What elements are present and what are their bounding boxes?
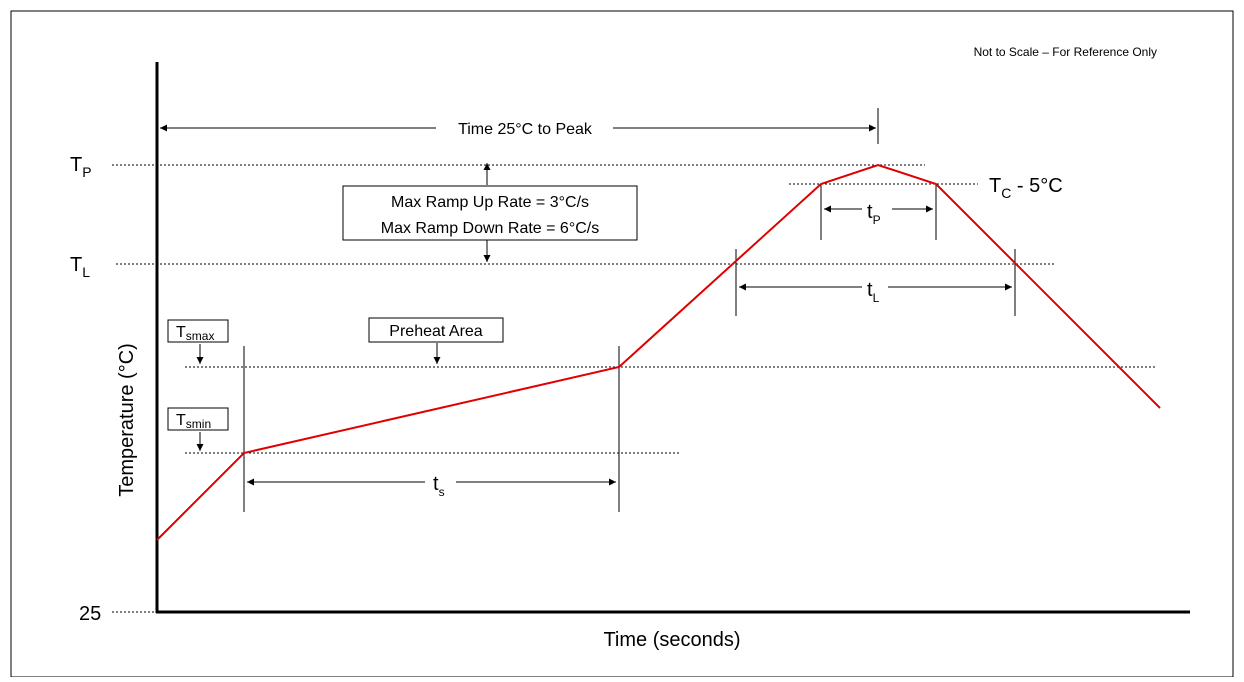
- reflow-profile-curve: [156, 163, 1161, 541]
- tp-dur-label: tP: [867, 201, 881, 227]
- tc-level-main: T: [989, 175, 1001, 197]
- ts-label: ts: [433, 473, 445, 499]
- tc-level-sub: C: [1001, 185, 1011, 201]
- tp-dur-sub: P: [873, 213, 881, 227]
- tc-level-suffix: - 5°C: [1011, 175, 1062, 197]
- tsmin-label: Tsmin: [176, 412, 211, 431]
- tp-dur-main: t: [867, 201, 873, 223]
- tp-level-label: TP: [70, 154, 92, 180]
- ts-label-main: t: [433, 473, 439, 495]
- y-axis-title: Temperature (°C): [116, 343, 138, 497]
- tsmax-sub: smax: [186, 329, 215, 343]
- tp-level-sub: P: [82, 164, 91, 180]
- tl-dur-label: tL: [867, 279, 880, 305]
- tl-level-sub: L: [82, 264, 90, 280]
- tl-level-main: T: [70, 254, 82, 276]
- time-to-peak-label: Time 25°C to Peak: [458, 121, 593, 138]
- preheat-area-label: Preheat Area: [389, 323, 483, 340]
- outer-frame: [10, 10, 1234, 678]
- tp-level-main: T: [70, 154, 82, 176]
- tl-dur-sub: L: [873, 291, 880, 305]
- tsmin-box: [167, 407, 229, 431]
- ts-label-sub: s: [439, 485, 445, 499]
- ramp-up-label: Max Ramp Up Rate = 3°C/s: [391, 194, 589, 211]
- ramp-down-label: Max Ramp Down Rate = 6°C/s: [381, 220, 599, 237]
- x-axis-title: Time (seconds): [603, 629, 740, 651]
- tsmax-box: [167, 319, 229, 343]
- preheat-area-box: [368, 317, 504, 343]
- tl-level-label: TL: [70, 254, 90, 280]
- tsmax-main: T: [176, 324, 186, 341]
- y-origin-label: 25: [79, 603, 101, 625]
- scale-note: Not to Scale – For Reference Only: [974, 45, 1157, 59]
- tsmin-main: T: [176, 412, 186, 429]
- tsmin-sub: smin: [186, 417, 211, 431]
- ramp-rate-box: [342, 185, 638, 241]
- tl-dur-main: t: [867, 279, 873, 301]
- tsmax-label: Tsmax: [176, 324, 214, 343]
- tc-level-label: TC - 5°C: [989, 175, 1063, 201]
